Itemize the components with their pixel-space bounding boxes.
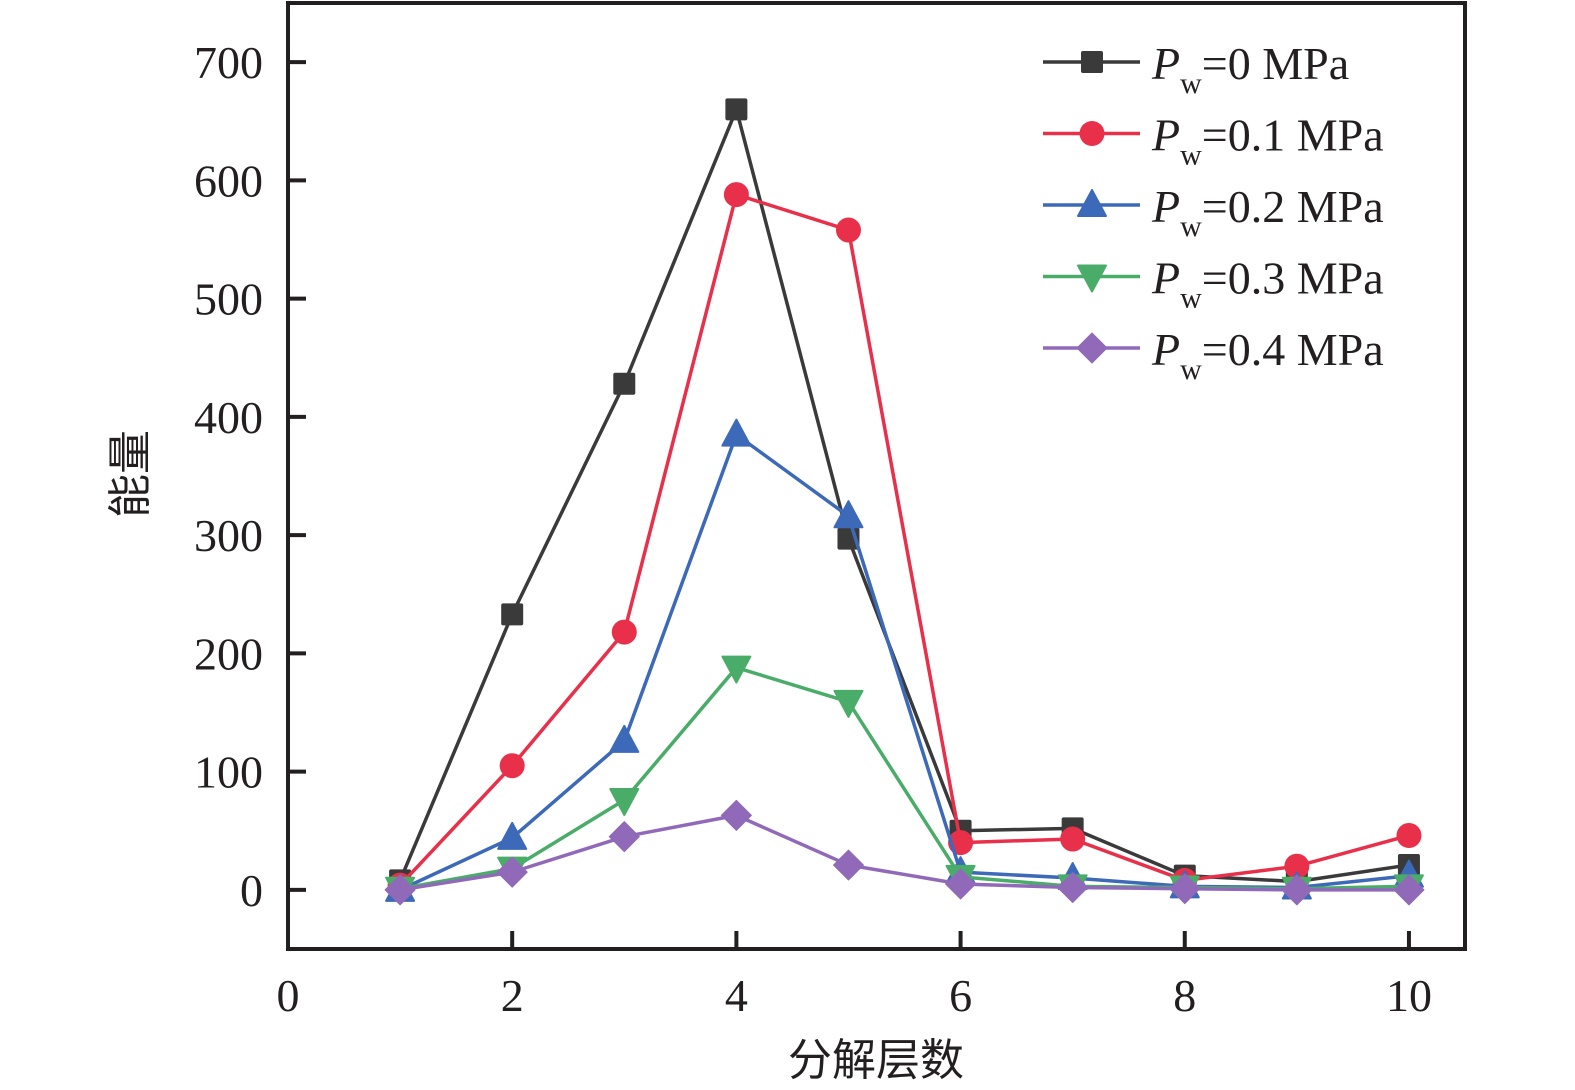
data-point-square <box>725 98 748 121</box>
y-tick-label: 100 <box>194 747 263 798</box>
data-point-diamond <box>832 849 864 881</box>
legend-label-rest: =0.3 MPa <box>1202 253 1384 304</box>
legend-label-main: P <box>1151 253 1180 304</box>
legend-label-main: P <box>1151 110 1180 161</box>
series-line <box>398 107 1410 884</box>
legend-item: Pw=0 MPa <box>1043 38 1349 100</box>
y-tick-label: 600 <box>194 155 263 206</box>
data-point-circle <box>835 217 861 243</box>
legend-label-rest: =0.1 MPa <box>1202 110 1384 161</box>
data-point-circle <box>723 182 749 208</box>
legend-label: Pw=0 MPa <box>1151 38 1349 100</box>
y-axis-ticks: 0 100 200 300 400 500 600 700 <box>194 37 306 916</box>
data-point-triangle-up <box>609 724 640 753</box>
legend-label-sub: w <box>1180 353 1202 386</box>
x-tick-label: 8 <box>1173 970 1196 1021</box>
legend-label-rest: =0.4 MPa <box>1202 324 1384 375</box>
legend-item: Pw=0.3 MPa <box>1043 253 1384 315</box>
data-point-triangle-down <box>833 689 864 718</box>
legend-label: Pw=0.2 MPa <box>1151 181 1384 243</box>
data-point-circle <box>611 619 637 645</box>
series-layer <box>384 98 1425 906</box>
legend-item: Pw=0.2 MPa <box>1043 181 1384 243</box>
legend-label-sub: w <box>1180 67 1202 100</box>
x-tick-label: 10 <box>1386 970 1432 1021</box>
data-point-diamond <box>496 856 528 888</box>
y-axis-title: 能量 <box>105 430 156 518</box>
x-tick-label: 4 <box>725 970 748 1021</box>
legend-label-sub: w <box>1180 282 1202 315</box>
data-point-diamond <box>1169 873 1201 905</box>
y-tick-label: 300 <box>194 510 263 561</box>
legend-item: Pw=0.4 MPa <box>1043 324 1384 386</box>
legend-label: Pw=0.4 MPa <box>1151 324 1384 386</box>
series-line <box>399 813 1409 892</box>
data-point-circle <box>499 753 525 779</box>
data-point-square <box>613 372 636 395</box>
x-tick-label: 0 <box>277 970 300 1021</box>
legend-label-sub: w <box>1180 210 1202 243</box>
data-point-circle <box>1060 826 1086 852</box>
data-point-triangle-up <box>497 821 528 850</box>
series-4 <box>384 799 1425 906</box>
legend-marker-square <box>1081 51 1103 73</box>
data-point-diamond <box>608 821 640 853</box>
data-point-diamond <box>1393 874 1425 906</box>
y-tick-label: 700 <box>194 37 263 88</box>
legend-label: Pw=0.1 MPa <box>1151 110 1384 172</box>
data-point-triangle-up <box>721 418 752 447</box>
series-line <box>398 192 1410 887</box>
series-2 <box>385 418 1424 902</box>
legend-item: Pw=0.1 MPa <box>1043 110 1384 172</box>
legend-marker-triangle-up <box>1077 189 1107 217</box>
legend-label-sub: w <box>1180 139 1202 172</box>
data-point-circle <box>1396 822 1422 848</box>
data-point-triangle-down <box>721 655 752 684</box>
legend-label-main: P <box>1151 181 1180 232</box>
data-point-triangle-down <box>609 788 640 817</box>
y-tick-label: 200 <box>194 628 263 679</box>
data-point-triangle-up <box>833 500 864 529</box>
legend-label-main: P <box>1151 38 1180 89</box>
y-tick-label: 500 <box>194 274 263 325</box>
data-point-diamond <box>1057 872 1089 904</box>
legend-label-rest: =0 MPa <box>1202 38 1349 89</box>
data-point-diamond <box>720 799 752 831</box>
legend-label: Pw=0.3 MPa <box>1151 253 1384 315</box>
x-axis-title: 分解层数 <box>788 1035 964 1086</box>
legend-label-main: P <box>1151 324 1180 375</box>
x-tick-label: 2 <box>501 970 524 1021</box>
legend-marker-circle <box>1079 121 1105 146</box>
series-line <box>399 432 1410 892</box>
x-tick-label: 6 <box>949 970 972 1021</box>
legend-marker-triangle-down <box>1077 264 1107 293</box>
data-point-circle <box>1284 853 1310 879</box>
y-tick-label: 400 <box>194 392 263 443</box>
series-line <box>399 665 1409 891</box>
legend-label-rest: =0.2 MPa <box>1202 181 1384 232</box>
data-point-diamond <box>1281 874 1313 906</box>
x-axis-ticks: 0 2 4 6 8 10 <box>277 931 1432 1021</box>
data-point-diamond <box>384 874 416 906</box>
axes-layer <box>286 1 1467 951</box>
legend-marker-diamond <box>1076 332 1108 364</box>
data-point-diamond <box>945 868 977 900</box>
y-tick-label: 0 <box>240 865 263 916</box>
plot-frame <box>286 1 1467 951</box>
data-point-square <box>501 603 524 626</box>
